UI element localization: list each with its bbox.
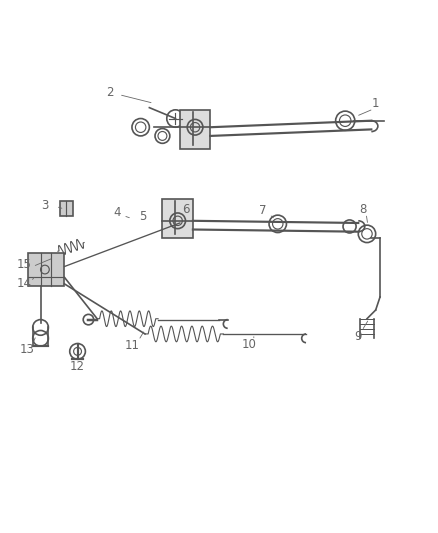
Text: 12: 12 [70, 360, 85, 373]
Bar [60, 201, 73, 216]
Text: 5: 5 [139, 210, 147, 223]
Text: 3: 3 [41, 199, 49, 212]
FancyBboxPatch shape [162, 199, 193, 238]
Text: 4: 4 [113, 206, 120, 219]
Text: 2: 2 [106, 86, 114, 99]
Text: 10: 10 [242, 338, 257, 351]
Text: 8: 8 [359, 203, 366, 215]
Text: 1: 1 [372, 97, 379, 110]
Text: 11: 11 [124, 339, 139, 352]
Text: 9: 9 [354, 329, 362, 343]
Text: 7: 7 [259, 204, 266, 217]
Text: 6: 6 [183, 204, 190, 216]
Text: 14: 14 [17, 277, 32, 290]
FancyBboxPatch shape [180, 110, 210, 149]
FancyBboxPatch shape [28, 254, 64, 286]
Text: 13: 13 [19, 343, 34, 356]
Text: 15: 15 [17, 258, 32, 271]
